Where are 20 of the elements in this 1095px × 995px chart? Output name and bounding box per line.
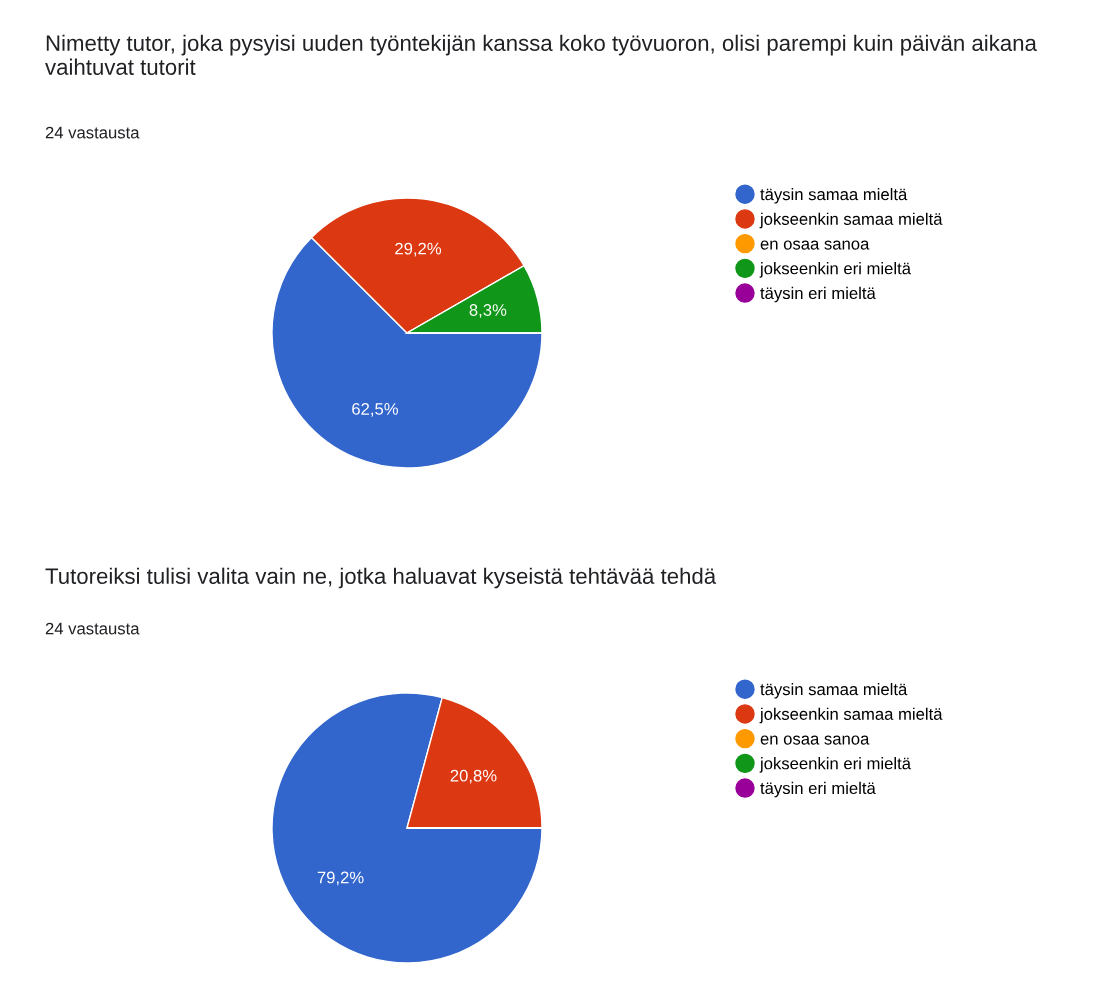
data-label: 20,8% [450,769,497,784]
data-label: 62,5% [352,403,399,417]
data-label: 79,2% [317,871,364,886]
legend-label: täysin samaa mieltä [760,188,908,204]
text: 24 vastausta [45,622,140,635]
legend-label: en osaa sanoa [760,240,870,250]
legend-label: täysin samaa mieltä [760,683,908,699]
data-label: 8,3% [469,304,507,318]
data-label: 29,2% [395,242,442,257]
chart-title: Tutoreiksi tulisi valita vain ne, jotka haluavat kyseistä tehtävää tehdä [45,567,717,589]
legend-label: jokseenkin eri mieltä [759,757,911,773]
legend-label: jokseenkin eri mieltä [759,262,911,278]
legend-label: täysin eri mieltä [760,781,876,798]
chart-title: Nimetty tutor, joka pysyisi uuden työntekijän kanssa koko työvuoron, olisi parempi kuin päivän aikana vaihtuvat tutorit [45,34,1037,75]
legend-label: en osaa sanoa [760,735,870,745]
legend-label: jokseenkin samaa mieltä [759,212,943,229]
pie-slice [271,692,543,964]
text: 24 vastausta [45,126,140,139]
legend-label: jokseenkin samaa mieltä [759,707,943,724]
legend-label: täysin eri mieltä [760,286,876,303]
